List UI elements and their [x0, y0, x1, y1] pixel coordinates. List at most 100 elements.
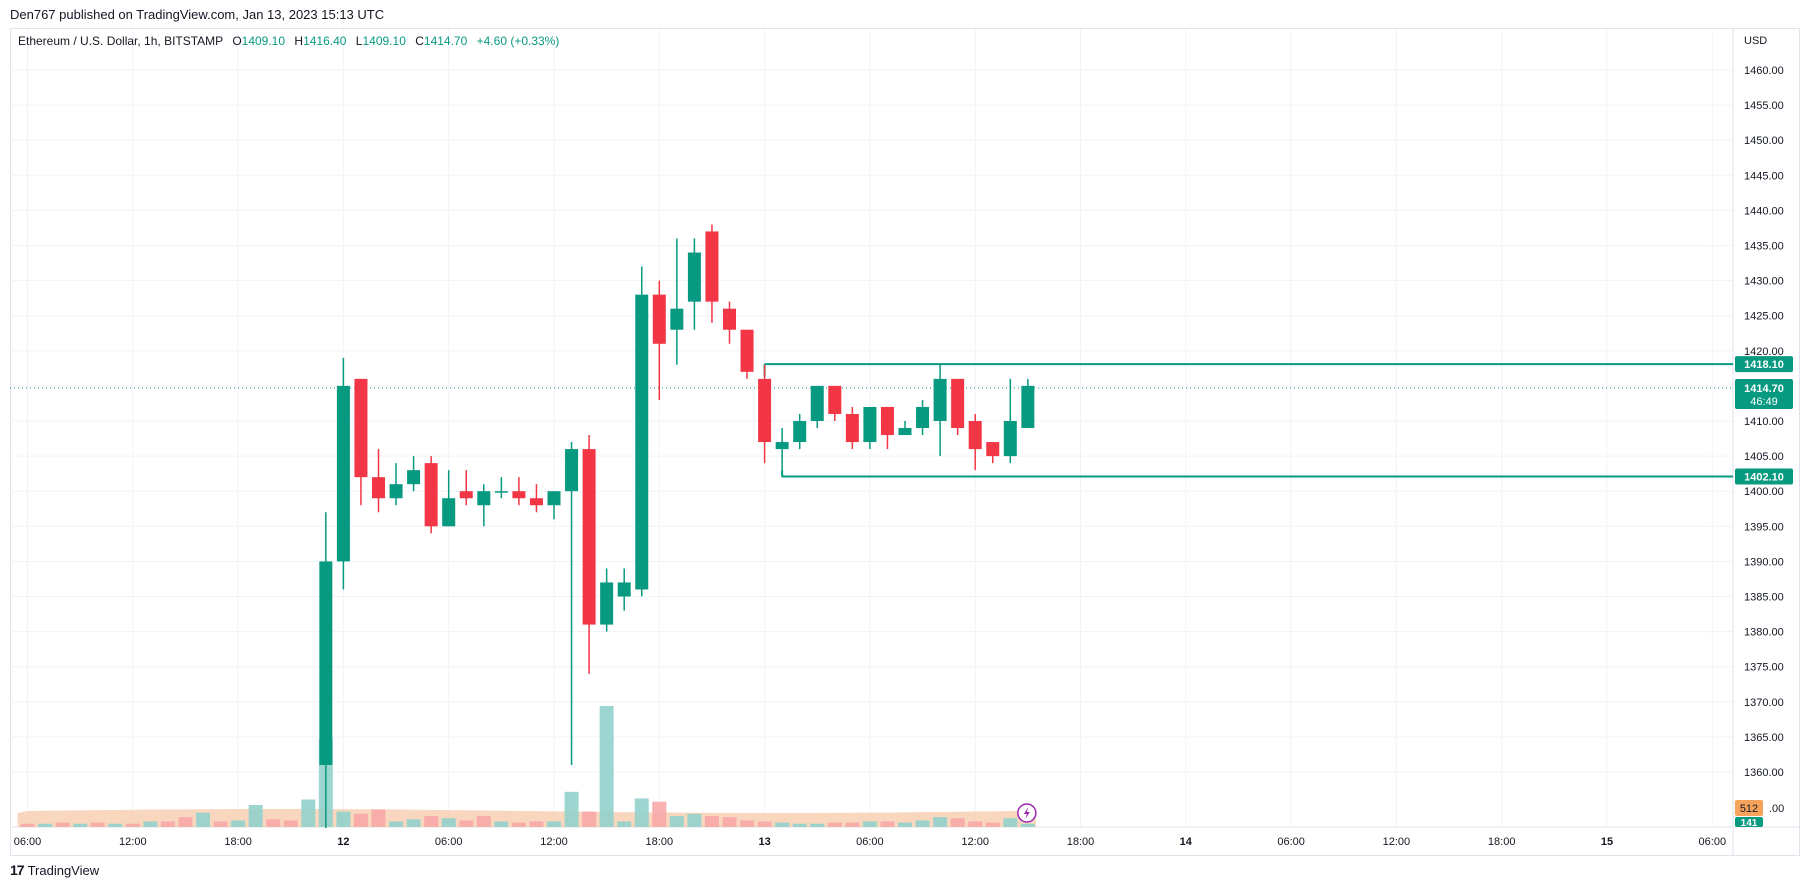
brand-name: TradingView — [27, 862, 100, 878]
volume-bar — [810, 823, 825, 827]
volume-bar — [634, 798, 649, 827]
volume-bar — [845, 822, 860, 827]
candle-body — [968, 421, 982, 450]
candle-body — [424, 463, 438, 527]
volume-bar — [143, 821, 158, 827]
volume-bar — [266, 819, 281, 827]
volume-bar — [283, 820, 298, 827]
volume-bar — [933, 817, 948, 827]
volume-bar — [547, 821, 561, 827]
candle-body — [986, 442, 1000, 457]
volume-bar — [722, 817, 737, 827]
tradingview-logo-icon: 17 — [10, 862, 25, 878]
volume-badge — [1735, 800, 1763, 816]
axis-partial-label: .00 — [1769, 803, 1784, 815]
x-tick-label: 06:00 — [14, 836, 42, 848]
candle-body — [600, 582, 614, 625]
candle-body — [635, 294, 649, 590]
candle-body — [372, 477, 385, 499]
volume-bar — [740, 820, 755, 827]
candle-body — [758, 378, 772, 443]
x-tick-label: 18:00 — [1488, 836, 1516, 848]
x-tick-label: 18:00 — [1067, 836, 1095, 848]
high-value: 1416.40 — [303, 34, 347, 48]
candle-body — [442, 498, 456, 527]
candle-body — [477, 491, 491, 506]
high-label: H — [294, 34, 304, 48]
x-tick-label: 18:00 — [646, 836, 674, 848]
candle-body — [1021, 385, 1035, 429]
candle-body — [529, 498, 543, 506]
volume-bar — [441, 818, 456, 827]
volume-bar — [20, 823, 35, 827]
volume-bar — [73, 823, 88, 827]
candle-body — [916, 406, 930, 429]
volume-bar — [371, 809, 386, 827]
countdown-label: 46:49 — [1750, 396, 1778, 408]
volume-bar — [301, 799, 316, 827]
candle-body — [705, 231, 719, 302]
volume-label: 512 — [1740, 803, 1758, 815]
candle-body — [336, 385, 350, 562]
candle-body — [512, 491, 526, 499]
candle-body — [723, 308, 736, 330]
volume-bar — [827, 822, 842, 827]
x-tick-label: 12:00 — [961, 836, 989, 848]
volume-bar — [160, 821, 175, 827]
y-tick-label: 1460.00 — [1744, 65, 1784, 77]
y-tick-label: 1385.00 — [1744, 592, 1784, 604]
candle-body — [933, 378, 947, 421]
volume-bar — [669, 816, 684, 827]
y-tick-label: 1430.00 — [1744, 276, 1784, 288]
y-tick-label: 1440.00 — [1744, 205, 1784, 217]
candle-body — [319, 561, 333, 765]
candle-body — [793, 421, 807, 443]
candle-body — [652, 294, 666, 344]
volume-bar — [792, 823, 807, 827]
volume-bar — [90, 822, 105, 827]
level-price-badge — [1735, 468, 1793, 485]
y-tick-label: 1395.00 — [1744, 521, 1784, 533]
x-tick-label: 06:00 — [1699, 836, 1727, 848]
volume-bar — [424, 816, 439, 827]
y-tick-label: 1445.00 — [1744, 170, 1784, 182]
candle-body — [670, 308, 684, 330]
close-value: 1414.70 — [423, 34, 468, 48]
candle-body — [775, 442, 789, 450]
volume-bar — [652, 801, 667, 827]
volume-bar — [599, 706, 614, 827]
candle-body — [810, 385, 824, 421]
volume-bar — [231, 820, 246, 827]
x-tick-label: 06:00 — [435, 836, 463, 848]
volume-bar — [704, 816, 719, 827]
last-price-label: 1414.70 — [1744, 383, 1784, 395]
volume-bar — [196, 812, 210, 827]
y-tick-label: 1410.00 — [1744, 416, 1784, 428]
volume-bar — [406, 819, 421, 827]
y-tick-label: 1390.00 — [1744, 556, 1784, 568]
candle-body — [740, 329, 754, 372]
volume-ma-badge — [1735, 817, 1763, 827]
candle-body — [880, 406, 894, 436]
candle-body — [565, 449, 579, 492]
volume-bar — [55, 822, 70, 827]
volume-bar — [757, 821, 772, 827]
y-tick-label: 1455.00 — [1744, 100, 1784, 112]
tradingview-brand[interactable]: 17 TradingView — [10, 862, 99, 878]
low-value: 1409.10 — [362, 34, 406, 48]
candle-body — [582, 449, 596, 625]
axis-currency: USD — [1744, 35, 1767, 47]
volume-bar — [915, 820, 930, 827]
y-tick-label: 1450.00 — [1744, 135, 1784, 147]
x-tick-label: 12:00 — [119, 836, 147, 848]
candle-body — [1003, 421, 1017, 457]
volume-bar — [494, 821, 509, 827]
x-tick-label: 12:00 — [540, 836, 568, 848]
volume-bar — [389, 821, 404, 827]
volume-bar — [108, 823, 123, 827]
x-tick-label: 14 — [1180, 836, 1193, 848]
volume-bar — [687, 813, 702, 827]
y-tick-label: 1375.00 — [1744, 662, 1784, 674]
open-label: O — [232, 34, 242, 48]
